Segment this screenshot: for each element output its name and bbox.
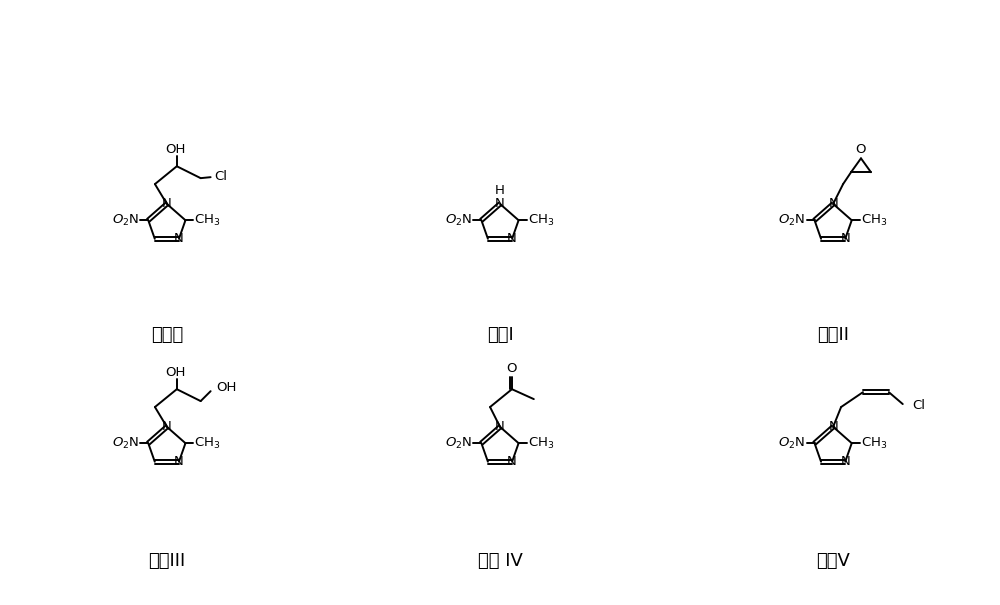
Text: N: N xyxy=(507,455,517,468)
Text: 奥碓圕: 奥碓圕 xyxy=(151,325,183,344)
Text: N: N xyxy=(507,232,517,245)
Text: CH$_3$: CH$_3$ xyxy=(194,436,221,451)
Text: 杂质III: 杂质III xyxy=(148,552,185,570)
Text: $O_2$N: $O_2$N xyxy=(445,213,472,228)
Text: OH: OH xyxy=(166,143,186,156)
Text: CH$_3$: CH$_3$ xyxy=(528,436,554,451)
Text: O: O xyxy=(856,143,866,156)
Text: O: O xyxy=(507,362,517,375)
Text: CH$_3$: CH$_3$ xyxy=(528,213,554,228)
Text: N: N xyxy=(495,420,505,433)
Text: $O_2$N: $O_2$N xyxy=(112,436,139,451)
Text: $O_2$N: $O_2$N xyxy=(778,436,806,451)
Text: 杂质II: 杂质II xyxy=(817,325,849,344)
Text: $O_2$N: $O_2$N xyxy=(112,213,139,228)
Text: N: N xyxy=(840,455,850,468)
Text: N: N xyxy=(162,420,172,433)
Text: N: N xyxy=(828,420,838,433)
Text: 杂质 IV: 杂质 IV xyxy=(478,552,522,570)
Text: H: H xyxy=(495,183,505,197)
Text: $O_2$N: $O_2$N xyxy=(778,213,806,228)
Text: N: N xyxy=(840,232,850,245)
Text: OH: OH xyxy=(166,366,186,379)
Text: CH$_3$: CH$_3$ xyxy=(861,213,887,228)
Text: N: N xyxy=(495,197,505,211)
Text: OH: OH xyxy=(217,381,237,394)
Text: Cl: Cl xyxy=(215,169,228,183)
Text: Cl: Cl xyxy=(913,399,926,411)
Text: CH$_3$: CH$_3$ xyxy=(194,213,221,228)
Text: N: N xyxy=(162,197,172,211)
Text: $O_2$N: $O_2$N xyxy=(445,436,472,451)
Text: N: N xyxy=(174,232,184,245)
Text: N: N xyxy=(174,455,184,468)
Text: N: N xyxy=(828,197,838,211)
Text: 杂质I: 杂质I xyxy=(487,325,513,344)
Text: CH$_3$: CH$_3$ xyxy=(861,436,887,451)
Text: 杂质V: 杂质V xyxy=(816,552,850,570)
